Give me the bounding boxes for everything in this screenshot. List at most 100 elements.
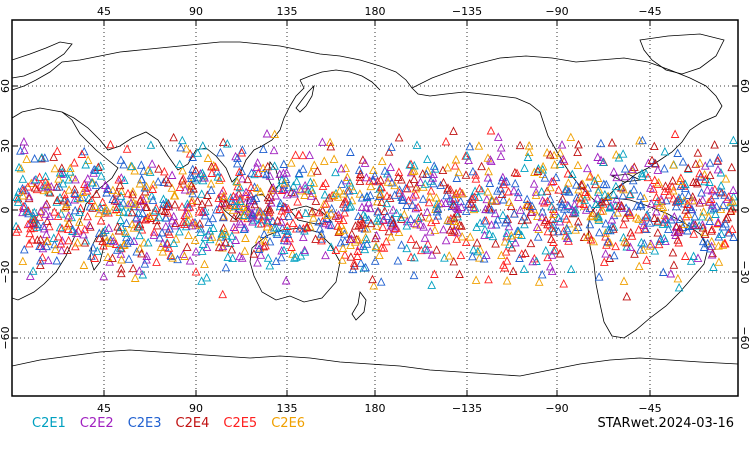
triangle-marker (294, 168, 304, 177)
triangle-marker (418, 169, 428, 178)
triangle-marker (652, 192, 661, 201)
triangle-marker (585, 203, 595, 213)
triangle-marker (510, 167, 520, 177)
triangle-marker (290, 253, 299, 262)
triangle-marker (276, 198, 285, 207)
triangle-marker (70, 184, 79, 194)
triangle-marker (718, 200, 728, 210)
observation-markers (12, 126, 738, 301)
triangle-marker (484, 166, 493, 176)
triangle-marker (188, 152, 198, 161)
triangle-marker (470, 203, 480, 212)
triangle-marker (659, 233, 669, 243)
triangle-marker (181, 221, 191, 231)
triangle-marker (366, 181, 376, 191)
triangle-marker (357, 202, 367, 211)
triangle-marker (711, 209, 720, 218)
triangle-marker (231, 201, 240, 211)
triangle-marker (511, 237, 520, 247)
triangle-marker (450, 161, 460, 170)
triangle-marker (491, 239, 500, 248)
triangle-marker (83, 174, 93, 183)
triangle-marker (99, 241, 108, 250)
triangle-marker (380, 206, 390, 215)
triangle-marker (673, 148, 683, 157)
triangle-marker (355, 176, 365, 185)
triangle-marker (60, 189, 69, 199)
triangle-marker (445, 225, 455, 234)
triangle-marker (491, 196, 500, 205)
triangle-marker (381, 236, 391, 246)
triangle-marker (325, 137, 335, 147)
triangle-marker (697, 188, 706, 197)
triangle-marker (668, 176, 678, 185)
triangle-marker (234, 210, 244, 219)
triangle-marker (135, 179, 145, 188)
triangle-marker (605, 225, 615, 235)
triangle-marker (311, 196, 321, 205)
triangle-marker (247, 168, 256, 177)
triangle-marker (449, 213, 459, 222)
triangle-marker (35, 260, 45, 270)
triangle-marker (727, 224, 737, 234)
triangle-marker (714, 153, 723, 162)
triangle-marker (506, 230, 516, 240)
triangle-marker (272, 229, 282, 239)
triangle-marker (99, 271, 109, 281)
triangle-marker (432, 245, 441, 254)
triangle-marker (697, 211, 707, 221)
triangle-marker (399, 209, 409, 219)
triangle-marker (695, 158, 705, 167)
triangle-marker (684, 190, 693, 199)
triangle-marker (106, 139, 115, 149)
triangle-marker (607, 138, 617, 147)
triangle-marker (96, 171, 106, 180)
triangle-marker (115, 180, 125, 190)
triangle-marker (579, 199, 589, 208)
triangle-marker (449, 126, 458, 135)
triangle-marker (542, 147, 552, 157)
triangle-marker (668, 247, 678, 257)
triangle-marker (341, 163, 351, 172)
triangle-marker (423, 245, 432, 254)
triangle-marker (203, 153, 213, 162)
triangle-marker (321, 250, 330, 260)
triangle-marker (49, 152, 59, 161)
triangle-marker (666, 215, 676, 224)
tick-label: 0 (0, 207, 12, 214)
triangle-marker (329, 190, 339, 199)
triangle-marker (364, 215, 373, 224)
triangle-marker (625, 189, 635, 198)
triangle-marker (471, 275, 481, 284)
triangle-marker (43, 255, 53, 265)
frame-ticks (12, 20, 738, 396)
triangle-marker (170, 199, 180, 209)
triangle-marker (412, 219, 421, 229)
triangle-marker (609, 189, 618, 199)
triangle-marker (613, 208, 622, 217)
triangle-marker (130, 273, 140, 282)
triangle-marker (209, 223, 218, 232)
triangle-marker (119, 159, 129, 169)
triangle-marker (728, 196, 737, 205)
triangle-marker (45, 188, 55, 197)
triangle-marker (689, 177, 698, 186)
triangle-marker (270, 161, 279, 170)
tick-label: −30 (738, 260, 750, 283)
triangle-marker (116, 215, 125, 224)
triangle-marker (69, 158, 79, 167)
triangle-marker (164, 243, 174, 252)
triangle-marker (346, 240, 355, 250)
triangle-marker (338, 215, 348, 225)
triangle-marker (601, 179, 611, 189)
triangle-marker (235, 251, 245, 261)
triangle-marker (119, 175, 129, 184)
triangle-marker (420, 179, 430, 188)
triangle-marker (326, 209, 336, 218)
triangle-marker (18, 256, 28, 266)
tick-label: −90 (545, 402, 568, 415)
triangle-marker (688, 195, 697, 205)
triangle-marker (564, 218, 574, 228)
triangle-marker (554, 213, 563, 222)
triangle-marker (614, 201, 623, 210)
